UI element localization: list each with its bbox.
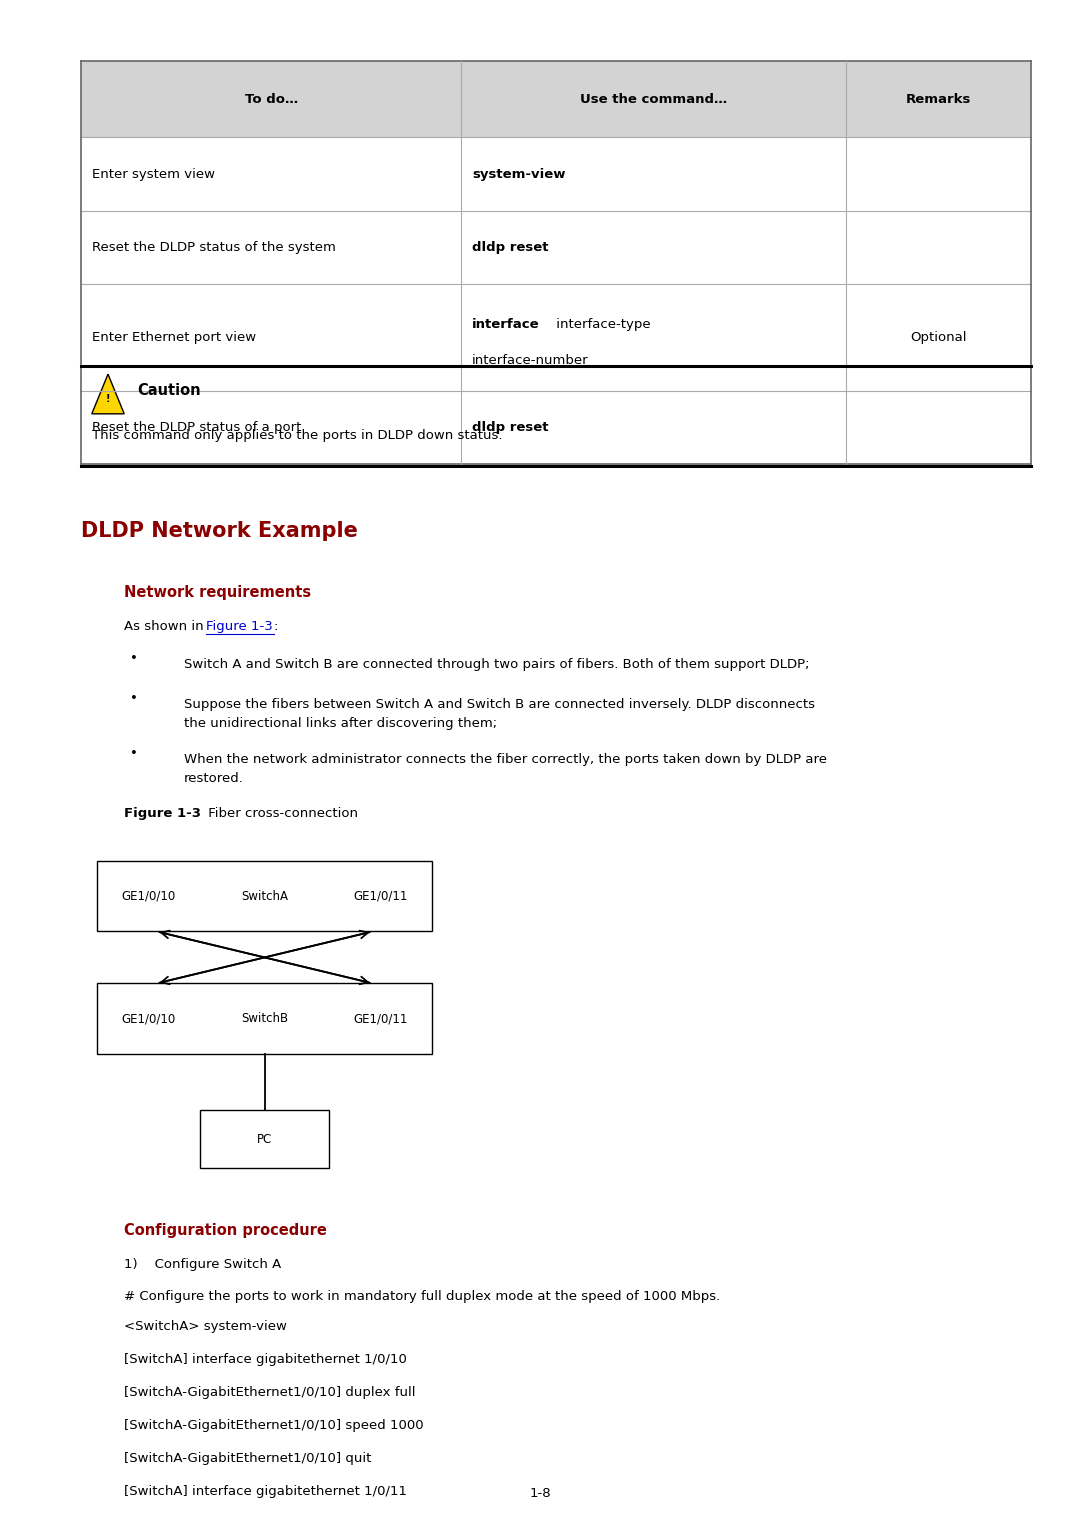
Text: :: : [274, 620, 279, 632]
Text: •: • [130, 652, 137, 666]
Text: Remarks: Remarks [906, 93, 971, 105]
Text: [SwitchA-GigabitEthernet1/0/10] speed 1000: [SwitchA-GigabitEthernet1/0/10] speed 10… [124, 1419, 423, 1432]
Text: Switch A and Switch B are connected through two pairs of fibers. Both of them su: Switch A and Switch B are connected thro… [184, 658, 809, 672]
Text: 1)    Configure Switch A: 1) Configure Switch A [124, 1258, 282, 1270]
Bar [200, 1110, 329, 1168]
Polygon shape [92, 374, 124, 414]
Text: interface-number: interface-number [472, 354, 589, 368]
Bar [81, 61, 1031, 137]
Text: interface-type: interface-type [552, 318, 650, 331]
Text: !: ! [106, 394, 110, 403]
Text: DLDP Network Example: DLDP Network Example [81, 521, 357, 542]
Text: Use the command…: Use the command… [580, 93, 727, 105]
Text: GE1/0/11: GE1/0/11 [354, 890, 408, 902]
Text: Enter Ethernet port view: Enter Ethernet port view [92, 331, 256, 344]
Bar [97, 861, 432, 931]
Text: Configuration procedure: Configuration procedure [124, 1223, 327, 1238]
Text: dldp reset: dldp reset [472, 421, 549, 434]
Text: •: • [130, 692, 137, 705]
Text: interface: interface [472, 318, 540, 331]
Text: Suppose the fibers between Switch A and Switch B are connected inversely. DLDP d: Suppose the fibers between Switch A and … [184, 698, 814, 730]
Text: Enter system view: Enter system view [92, 168, 215, 180]
Text: # Configure the ports to work in mandatory full duplex mode at the speed of 1000: # Configure the ports to work in mandato… [124, 1290, 720, 1303]
Text: system-view: system-view [472, 168, 566, 180]
Text: GE1/0/10: GE1/0/10 [121, 890, 175, 902]
Text: 1-8: 1-8 [529, 1487, 551, 1500]
Text: [SwitchA-GigabitEthernet1/0/10] duplex full: [SwitchA-GigabitEthernet1/0/10] duplex f… [124, 1387, 416, 1399]
Text: •: • [130, 747, 137, 760]
Text: <SwitchA> system-view: <SwitchA> system-view [124, 1321, 287, 1333]
Text: dldp reset: dldp reset [472, 241, 549, 253]
Text: [SwitchA-GigabitEthernet1/0/10] quit: [SwitchA-GigabitEthernet1/0/10] quit [124, 1452, 372, 1464]
Text: Figure 1-3: Figure 1-3 [205, 620, 272, 632]
Text: Network requirements: Network requirements [124, 585, 311, 600]
Bar [97, 983, 432, 1054]
Text: Optional: Optional [910, 331, 967, 344]
Text: SwitchB: SwitchB [241, 1012, 288, 1025]
Text: When the network administrator connects the fiber correctly, the ports taken dow: When the network administrator connects … [184, 753, 826, 785]
Text: [SwitchA] interface gigabitethernet 1/0/10: [SwitchA] interface gigabitethernet 1/0/… [124, 1353, 407, 1367]
Text: Reset the DLDP status of a port: Reset the DLDP status of a port [92, 421, 301, 434]
Text: GE1/0/10: GE1/0/10 [121, 1012, 175, 1025]
Text: Reset the DLDP status of the system: Reset the DLDP status of the system [92, 241, 336, 253]
Text: This command only applies to the ports in DLDP down status.: This command only applies to the ports i… [92, 429, 502, 441]
Text: As shown in: As shown in [124, 620, 208, 632]
Text: SwitchA: SwitchA [241, 890, 288, 902]
Text: [SwitchA] interface gigabitethernet 1/0/11: [SwitchA] interface gigabitethernet 1/0/… [124, 1484, 407, 1498]
Text: GE1/0/11: GE1/0/11 [354, 1012, 408, 1025]
Text: Fiber cross-connection: Fiber cross-connection [204, 808, 359, 820]
Text: Caution: Caution [137, 383, 201, 399]
Text: To do…: To do… [244, 93, 298, 105]
Text: PC: PC [257, 1133, 272, 1145]
Text: Figure 1-3: Figure 1-3 [124, 808, 201, 820]
